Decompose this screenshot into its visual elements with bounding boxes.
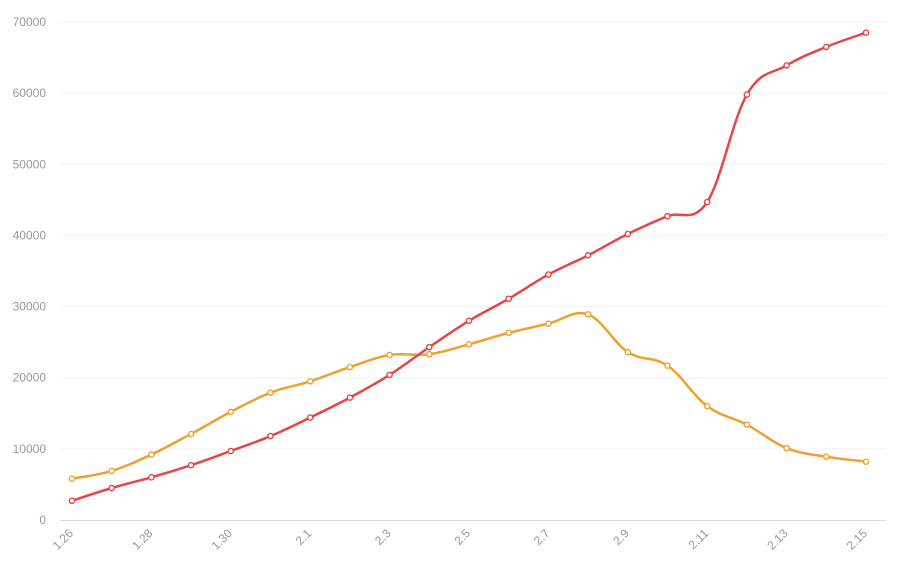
y-tick-label: 40000 bbox=[13, 228, 47, 242]
series-1-point[interactable] bbox=[465, 317, 473, 325]
series-2-point[interactable] bbox=[783, 444, 790, 452]
series-2-line bbox=[71, 311, 867, 480]
series-1-point[interactable] bbox=[823, 43, 830, 51]
series-2-point[interactable] bbox=[703, 402, 711, 410]
x-tick-label: 1.28 bbox=[129, 526, 156, 553]
x-tick-label: 2.9 bbox=[610, 526, 632, 548]
y-tick-label: 60000 bbox=[13, 86, 47, 100]
series-2-point[interactable] bbox=[624, 348, 632, 356]
y-axis: 0 10000 20000 30000 40000 50000 60000 70000 bbox=[13, 15, 47, 527]
series-1-point[interactable] bbox=[267, 432, 274, 440]
y-tick-label: 20000 bbox=[13, 371, 47, 385]
series-1-point[interactable] bbox=[346, 394, 354, 401]
series-2-point[interactable] bbox=[465, 340, 473, 348]
series-layer bbox=[68, 29, 870, 505]
series-1-point[interactable] bbox=[306, 414, 314, 421]
y-tick-label: 10000 bbox=[13, 442, 47, 456]
series-2-point[interactable] bbox=[545, 320, 552, 327]
grid-lines bbox=[60, 21, 886, 521]
series-1-point[interactable] bbox=[783, 62, 790, 69]
series-1-point[interactable] bbox=[862, 29, 870, 36]
x-tick-label: 2.15 bbox=[844, 526, 871, 553]
series-1-point[interactable] bbox=[68, 497, 76, 505]
series-1-point[interactable] bbox=[227, 447, 235, 455]
series-2-point[interactable] bbox=[862, 458, 870, 465]
y-tick-label: 70000 bbox=[13, 15, 47, 29]
series-1 bbox=[68, 29, 870, 505]
x-tick-label: 2.3 bbox=[372, 526, 394, 548]
x-tick-label: 2.1 bbox=[293, 526, 315, 548]
series-2-point[interactable] bbox=[664, 362, 671, 369]
x-tick-label: 2.5 bbox=[451, 526, 473, 548]
series-1-point[interactable] bbox=[108, 484, 115, 492]
series-2-point[interactable] bbox=[108, 467, 115, 475]
series-2-point[interactable] bbox=[584, 311, 592, 318]
series-2-point[interactable] bbox=[306, 377, 314, 385]
x-tick-label: 2.11 bbox=[686, 526, 712, 552]
y-tick-label: 0 bbox=[39, 513, 46, 527]
x-axis: 1.26 1.28 1.30 2.1 2.3 2.5 2.7 2.9 2.11 2.13 2.15 bbox=[50, 526, 871, 553]
series-1-point[interactable] bbox=[743, 91, 751, 98]
series-2-point[interactable] bbox=[187, 430, 195, 438]
series-1-point[interactable] bbox=[148, 474, 155, 481]
series-2-point[interactable] bbox=[425, 350, 433, 358]
series-2-point[interactable] bbox=[267, 389, 274, 396]
y-tick-label: 30000 bbox=[13, 300, 47, 314]
series-1-point[interactable] bbox=[703, 198, 711, 206]
series-1-point[interactable] bbox=[584, 252, 592, 259]
series-1-point[interactable] bbox=[386, 371, 393, 379]
series-1-point[interactable] bbox=[545, 271, 552, 278]
series-2-point[interactable] bbox=[505, 329, 513, 337]
series-2-point[interactable] bbox=[386, 351, 393, 359]
series-1-line bbox=[71, 31, 867, 502]
series-1-point[interactable] bbox=[664, 212, 671, 220]
series-2-point[interactable] bbox=[227, 408, 235, 416]
x-tick-label: 2.7 bbox=[531, 526, 553, 548]
y-tick-label: 50000 bbox=[13, 157, 47, 171]
series-1-point[interactable] bbox=[425, 343, 433, 351]
x-tick-label: 2.13 bbox=[764, 526, 791, 553]
series-1-point[interactable] bbox=[505, 295, 513, 303]
series-2-point[interactable] bbox=[346, 363, 354, 371]
series-2-point[interactable] bbox=[148, 451, 155, 458]
x-tick-label: 1.30 bbox=[209, 526, 236, 553]
series-2-point[interactable] bbox=[823, 453, 830, 460]
series-2 bbox=[68, 311, 870, 483]
series-1-point[interactable] bbox=[187, 461, 195, 469]
series-2-point[interactable] bbox=[743, 421, 751, 428]
series-1-point[interactable] bbox=[624, 230, 632, 238]
x-tick-label: 1.26 bbox=[50, 526, 77, 553]
series-2-point[interactable] bbox=[68, 475, 76, 483]
